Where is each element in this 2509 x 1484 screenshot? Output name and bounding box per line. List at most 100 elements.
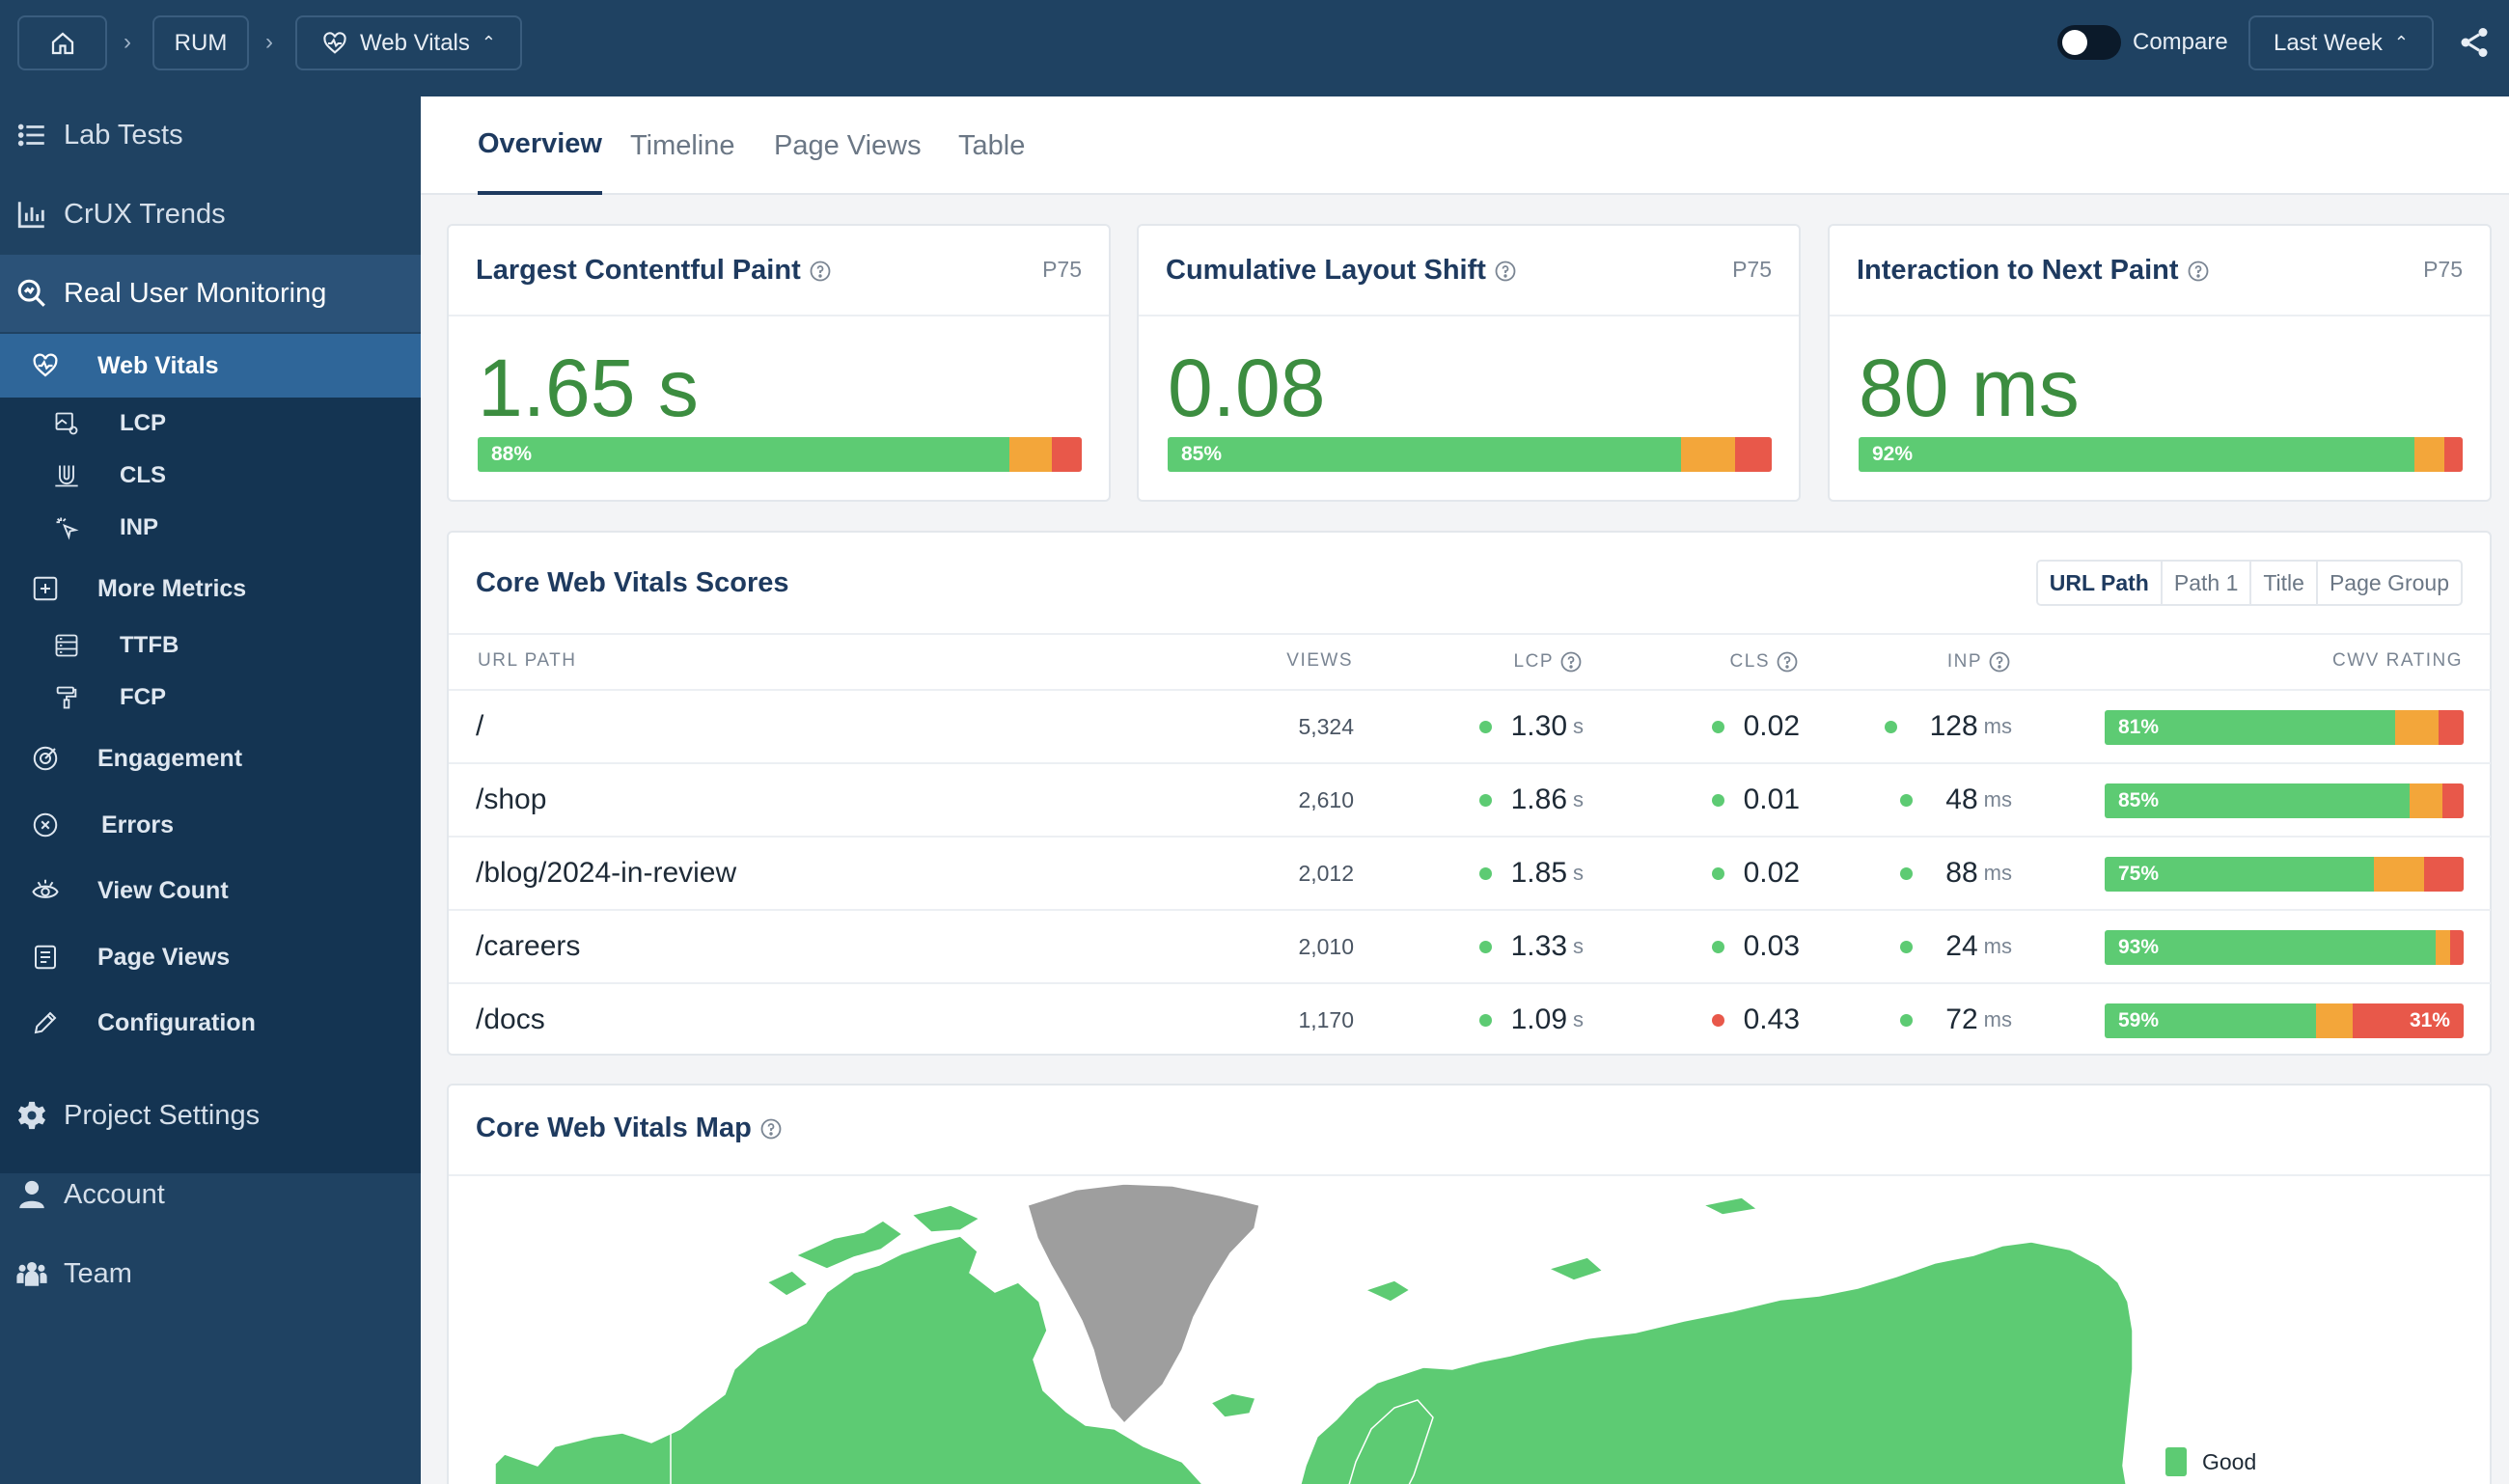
- map-title: Core Web Vitals Map: [476, 1113, 752, 1143]
- column-header-url-path[interactable]: URL PATH: [478, 650, 577, 671]
- column-header-inp[interactable]: INP: [1947, 650, 2011, 673]
- table-row[interactable]: /shop 2,610 1.86 s 0.01 48 ms 85%: [449, 762, 2491, 836]
- status-dot-good: [1900, 1013, 1914, 1027]
- sidebar-item-label: Team: [64, 1257, 132, 1289]
- table-row[interactable]: /blog/2024-in-review 2,012 1.85 s 0.02 88 ms 75…: [449, 836, 2491, 909]
- group-option-url-path[interactable]: URL Path: [2037, 562, 2161, 604]
- bar-segment-good: 81%: [2105, 710, 2396, 745]
- bar-segment-good: 85%: [2105, 783, 2411, 818]
- tab-overview[interactable]: Overview: [478, 96, 602, 195]
- table-row[interactable]: /careers 2,010 1.33 s 0.03 24 ms 93%: [449, 909, 2491, 982]
- row-views: 2,010: [1298, 934, 1354, 959]
- row-inp: 88 ms: [1900, 857, 2012, 890]
- breadcrumb-web-vitals-select[interactable]: Web Vitals ⌃: [295, 15, 522, 70]
- row-inp: 48 ms: [1900, 783, 2012, 816]
- table-row[interactable]: /docs 1,170 1.09 s 0.43 72 ms 59% 31%: [449, 982, 2491, 1056]
- row-lcp: 1.33 s: [1478, 930, 1584, 963]
- row-url-path[interactable]: /blog/2024-in-review: [476, 857, 737, 889]
- help-icon[interactable]: [1559, 650, 1583, 673]
- heart-pulse-icon: [323, 31, 346, 54]
- sidebar-item-more-metrics[interactable]: More Metrics: [0, 557, 421, 620]
- sidebar-item-lcp[interactable]: LCP: [0, 398, 421, 450]
- column-header-lcp[interactable]: LCP: [1514, 650, 1583, 673]
- sidebar-item-engagement[interactable]: Engagement: [0, 727, 421, 790]
- row-url-path[interactable]: /: [476, 710, 484, 742]
- compare-toggle[interactable]: [2057, 25, 2121, 60]
- row-inp: 24 ms: [1900, 930, 2012, 963]
- sidebar-item-errors[interactable]: Errors: [0, 793, 421, 857]
- sidebar-item-view-count[interactable]: View Count: [0, 859, 421, 922]
- help-icon[interactable]: [1494, 260, 1517, 283]
- sidebar-item-label: Engagement: [97, 744, 243, 772]
- help-icon[interactable]: [1988, 650, 2011, 673]
- user-icon: [19, 1180, 44, 1209]
- sidebar-item-page-views[interactable]: Page Views: [0, 925, 421, 989]
- server-icon: [55, 634, 78, 657]
- table-row[interactable]: / 5,324 1.30 s 0.02 128 ms 81%: [449, 689, 2491, 762]
- breadcrumb-web-vitals-label: Web Vitals: [360, 29, 470, 56]
- pointer-click-icon: [56, 517, 79, 540]
- column-header-cwv-rating[interactable]: CWV RATING: [2332, 650, 2463, 671]
- sidebar-item-inp[interactable]: INP: [0, 502, 421, 554]
- search-analytics-icon: [17, 279, 45, 307]
- bar-segment-poor: [2441, 783, 2464, 818]
- sidebar-item-web-vitals[interactable]: Web Vitals: [0, 334, 421, 398]
- column-header-views[interactable]: VIEWS: [1286, 650, 1353, 671]
- bar-segment-poor: [2438, 710, 2464, 745]
- bar-segment-good: 85%: [1168, 437, 1682, 472]
- tab-table[interactable]: Table: [958, 129, 1026, 161]
- sidebar-item-label: CLS: [120, 462, 166, 488]
- tab-page-views[interactable]: Page Views: [774, 129, 922, 161]
- sidebar-item-crux-trends[interactable]: CrUX Trends: [0, 176, 421, 253]
- share-icon[interactable]: [2457, 25, 2492, 60]
- cwv-rating-bar: 75%: [2105, 857, 2464, 892]
- sidebar-item-cls[interactable]: CLS: [0, 450, 421, 502]
- target-icon: [33, 746, 58, 771]
- bar-segment-poor: [2444, 437, 2463, 472]
- core-web-vitals-map-card: Core Web Vitals Map: [447, 1084, 2492, 1484]
- metric-card-lcp: Largest Contentful Paint P75 1.65 s 88%: [447, 224, 1111, 502]
- group-option-title[interactable]: Title: [2249, 562, 2316, 604]
- sidebar-item-fcp[interactable]: FCP: [0, 672, 421, 724]
- breadcrumb-separator-icon: ›: [265, 29, 273, 55]
- core-web-vitals-scores-card: Core Web Vitals Scores URL Path Path 1 T…: [447, 531, 2492, 1056]
- sidebar-item-configuration[interactable]: Configuration: [0, 991, 421, 1055]
- bar-segment-needs-improvement: [2436, 930, 2450, 965]
- group-option-path-1[interactable]: Path 1: [2160, 562, 2250, 604]
- status-dot-good: [1478, 866, 1492, 880]
- world-map[interactable]: [449, 1176, 2492, 1484]
- row-cls: 0.02: [1711, 857, 1800, 890]
- bar-segment-needs-improvement: [2413, 437, 2445, 472]
- help-icon[interactable]: [809, 260, 832, 283]
- sidebar-item-project-settings[interactable]: Project Settings: [0, 1077, 421, 1154]
- pencil-icon: [34, 1011, 57, 1034]
- row-url-path[interactable]: /careers: [476, 930, 581, 962]
- period-select[interactable]: Last Week ⌃: [2248, 15, 2434, 70]
- help-icon[interactable]: [1776, 650, 1799, 673]
- group-option-page-group[interactable]: Page Group: [2315, 562, 2461, 604]
- top-bar: › RUM › Web Vitals ⌃ Compare Last Week ⌃: [0, 0, 2509, 96]
- map-legend: Good: [2165, 1447, 2256, 1476]
- sidebar-item-team[interactable]: Team: [0, 1235, 421, 1312]
- tab-timeline[interactable]: Timeline: [630, 129, 735, 161]
- row-url-path[interactable]: /docs: [476, 1003, 545, 1035]
- sidebar-item-label: INP: [120, 514, 159, 540]
- home-button[interactable]: [17, 15, 107, 70]
- sidebar-item-ttfb[interactable]: TTFB: [0, 619, 421, 672]
- sidebar-item-lab-tests[interactable]: Lab Tests: [0, 96, 421, 174]
- row-views: 5,324: [1298, 714, 1354, 739]
- sidebar-item-account[interactable]: Account: [0, 1156, 421, 1233]
- help-icon[interactable]: [759, 1117, 783, 1140]
- help-icon[interactable]: [2187, 260, 2210, 283]
- breadcrumb-rum[interactable]: RUM: [152, 15, 249, 70]
- map-region-eurasia: [1300, 1241, 2134, 1484]
- metric-value: 1.65 s: [478, 343, 699, 433]
- scores-title: Core Web Vitals Scores: [476, 567, 789, 598]
- breadcrumb-rum-label: RUM: [174, 29, 228, 56]
- row-cls: 0.03: [1711, 930, 1800, 963]
- cwv-rating-bar: 85%: [2105, 783, 2464, 818]
- sidebar-item-real-user-monitoring[interactable]: Real User Monitoring: [0, 255, 421, 332]
- row-url-path[interactable]: /shop: [476, 783, 547, 815]
- status-dot-poor: [1711, 1013, 1724, 1027]
- column-header-cls[interactable]: CLS: [1730, 650, 1799, 673]
